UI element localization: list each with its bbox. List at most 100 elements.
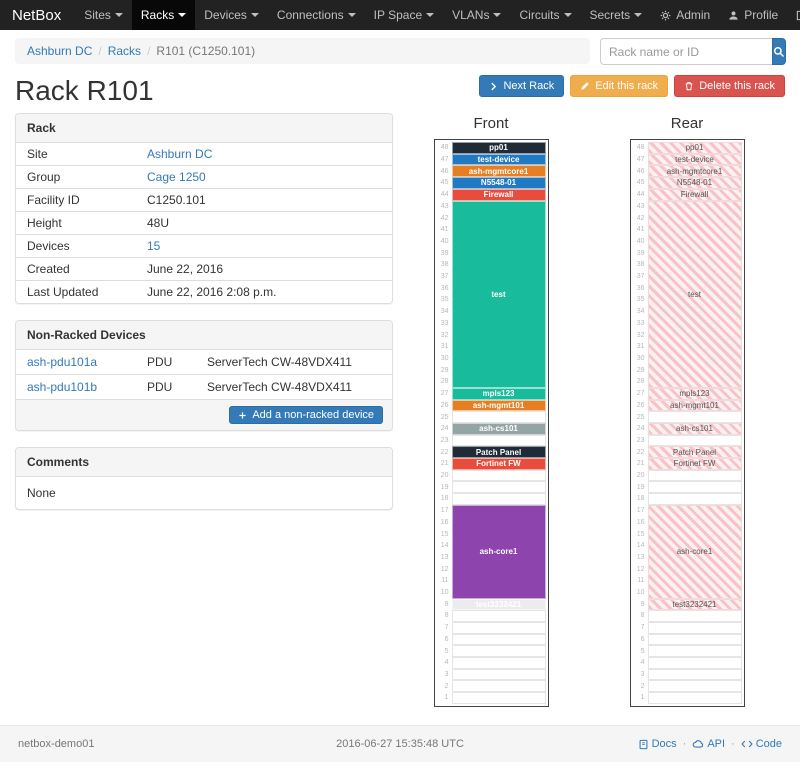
- nav-logout[interactable]: Log out: [787, 0, 800, 30]
- rack-empty-unit: [647, 621, 742, 634]
- nav-profile[interactable]: Profile: [719, 0, 787, 30]
- unit-number: 4: [640, 659, 645, 667]
- rack-device-Firewall[interactable]: Firewall: [451, 188, 546, 201]
- breadcrumb: Ashburn DC / Racks / R101 (C1250.101): [15, 38, 590, 64]
- device-link[interactable]: ash-pdu101b: [27, 380, 98, 394]
- nav-racks[interactable]: Racks: [131, 0, 196, 30]
- docs-link[interactable]: Docs: [638, 738, 677, 750]
- nav-devices[interactable]: Devices: [195, 0, 268, 30]
- unit-number: 11: [637, 577, 645, 585]
- rack-empty-unit: [451, 621, 546, 634]
- nav-admin[interactable]: Admin: [651, 0, 719, 30]
- devices-count-link[interactable]: 15: [147, 239, 161, 253]
- rack-device-ash-cs101[interactable]: ash-cs101: [647, 422, 742, 435]
- rack-device-ash-core1[interactable]: ash-core1: [647, 504, 742, 599]
- unit-number: 17: [440, 507, 449, 515]
- rack-search: [600, 38, 786, 65]
- code-icon: [741, 740, 753, 748]
- breadcrumb-racks-link[interactable]: Racks: [107, 44, 142, 58]
- facility-id-value: C1250.101: [136, 188, 392, 212]
- rack-empty-unit: [647, 657, 742, 669]
- rack-device-N5548-01[interactable]: N5548-01: [647, 177, 742, 189]
- rack-info-panel: Rack Site Ashburn DC Group Cage 1250 Fac…: [15, 113, 393, 304]
- next-rack-button[interactable]: Next Rack: [479, 75, 565, 97]
- rack-device-Fortinet FW[interactable]: Fortinet FW: [451, 458, 546, 470]
- nav-sites-label: Sites: [84, 8, 111, 22]
- site-link[interactable]: Ashburn DC: [147, 147, 213, 161]
- unit-number: 44: [636, 191, 645, 199]
- unit-number: 28: [440, 378, 449, 386]
- nav-vlans-label: VLANs: [452, 8, 490, 22]
- rack-empty-unit: [647, 668, 742, 681]
- rack-device-ash-mgmt101[interactable]: ash-mgmt101: [451, 399, 546, 412]
- group-link[interactable]: Cage 1250: [147, 170, 206, 184]
- next-rack-label: Next Rack: [503, 80, 555, 92]
- rack-device-test[interactable]: test: [647, 200, 742, 388]
- row-label: Site: [27, 147, 48, 161]
- rack-device-pp01[interactable]: pp01: [647, 142, 742, 154]
- rack-device-Patch Panel[interactable]: Patch Panel: [451, 446, 546, 459]
- breadcrumb-site-link[interactable]: Ashburn DC: [27, 44, 93, 58]
- rack-device-ash-mgmtcore1[interactable]: ash-mgmtcore1: [647, 165, 742, 178]
- rack-elevations: Front 48 47 46 45 44 43 42 41 40 39 38 37 36 35 34 33 32…: [393, 113, 785, 707]
- rack-device-ash-mgmt101[interactable]: ash-mgmt101: [647, 399, 742, 412]
- comments-body: None: [27, 486, 56, 500]
- rack-device-ash-core1[interactable]: ash-core1: [451, 504, 546, 599]
- rack-device-Patch Panel[interactable]: Patch Panel: [647, 446, 742, 459]
- unit-number: 24: [636, 425, 645, 433]
- rack-device-Fortinet FW[interactable]: Fortinet FW: [647, 458, 742, 470]
- nav-sites[interactable]: Sites: [75, 0, 132, 30]
- nav-vlans[interactable]: VLANs: [443, 0, 510, 30]
- row-label: Facility ID: [16, 188, 136, 212]
- rack-device-ash-cs101[interactable]: ash-cs101: [451, 422, 546, 435]
- unit-number: 32: [636, 331, 645, 339]
- rack-empty-unit: [647, 493, 742, 505]
- add-nonracked-device-button[interactable]: Add a non-racked device: [229, 406, 383, 424]
- unit-number: 11: [441, 577, 449, 585]
- nav-connections[interactable]: Connections: [268, 0, 365, 30]
- api-link-label: API: [707, 738, 726, 750]
- rack-device-test[interactable]: test: [451, 200, 546, 388]
- rack-device-mpls123[interactable]: mpls123: [647, 387, 742, 400]
- table-row: ash-pdu101a PDU ServerTech CW-48VDX411: [16, 350, 392, 375]
- rack-device-Firewall[interactable]: Firewall: [647, 188, 742, 201]
- table-row: Last Updated June 22, 2016 2:08 p.m.: [16, 280, 392, 303]
- gear-icon: [660, 10, 671, 20]
- unit-number: 21: [636, 460, 645, 468]
- rack-device-test3232421[interactable]: test3232421: [647, 598, 742, 611]
- code-link[interactable]: Code: [741, 738, 782, 750]
- unit-number: 26: [636, 401, 645, 409]
- front-elevation-title: Front: [473, 115, 509, 132]
- nav-admin-label: Admin: [676, 8, 711, 22]
- rack-device-test-device[interactable]: test-device: [451, 153, 546, 166]
- device-role: PDU: [136, 374, 196, 399]
- unit-number: 45: [440, 179, 449, 187]
- unit-number: 43: [636, 202, 645, 210]
- search-input[interactable]: [600, 38, 772, 65]
- rack-empty-unit: [451, 434, 546, 447]
- rack-device-test-device[interactable]: test-device: [647, 153, 742, 166]
- rack-device-mpls123[interactable]: mpls123: [451, 387, 546, 400]
- api-link[interactable]: API: [692, 738, 725, 750]
- rack-device-ash-mgmtcore1[interactable]: ash-mgmtcore1: [451, 165, 546, 178]
- nav-secrets[interactable]: Secrets: [581, 0, 652, 30]
- code-link-label: Code: [755, 738, 783, 750]
- footer-separator: ·: [731, 738, 735, 750]
- rack-device-N5548-01[interactable]: N5548-01: [451, 177, 546, 189]
- rack-device-pp01[interactable]: pp01: [451, 142, 546, 154]
- rack-device-test3232421[interactable]: test3232421: [451, 598, 546, 611]
- unit-number: 12: [636, 565, 645, 573]
- unit-number: 1: [640, 694, 645, 702]
- chevron-down-icon: [493, 13, 502, 17]
- unit-number: 37: [636, 273, 645, 281]
- nav-ip-space[interactable]: IP Space: [365, 0, 443, 30]
- nav-circuits[interactable]: Circuits: [510, 0, 580, 30]
- device-link[interactable]: ash-pdu101a: [27, 355, 98, 369]
- unit-number: 40: [636, 237, 645, 245]
- unit-number: 34: [440, 308, 449, 316]
- delete-rack-button[interactable]: Delete this rack: [674, 75, 785, 97]
- search-button[interactable]: [772, 38, 786, 65]
- height-value: 48U: [136, 211, 392, 235]
- brand[interactable]: NetBox: [12, 6, 62, 24]
- edit-rack-button[interactable]: Edit this rack: [570, 75, 669, 97]
